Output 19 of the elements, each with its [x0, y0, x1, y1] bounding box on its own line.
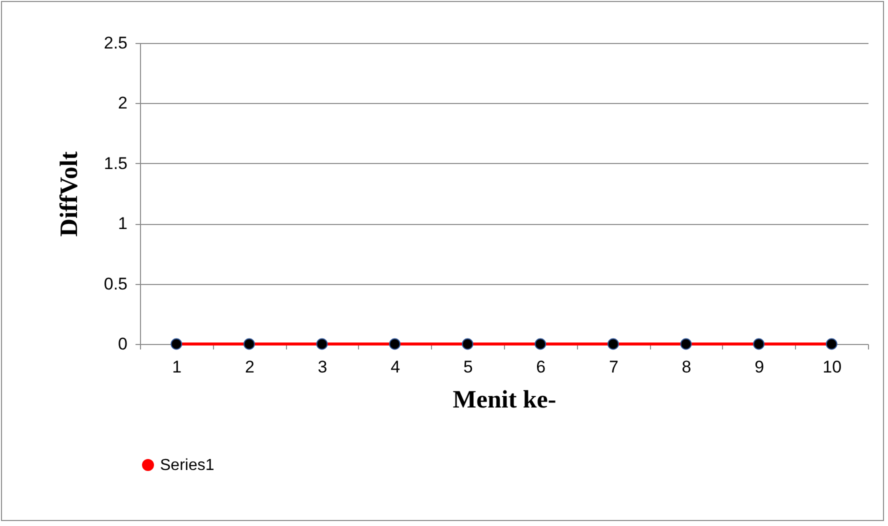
legend-label: Series1 [160, 457, 214, 474]
y-axis-title: DiffVolt [56, 150, 83, 237]
x-tick-label: 5 [463, 358, 473, 376]
x-tick-label: 6 [536, 358, 546, 376]
y-tick-label: 1 [118, 214, 128, 234]
x-tick-label: 7 [608, 358, 618, 376]
x-tick-label: 3 [318, 358, 328, 376]
x-axis-title: Menit ke- [452, 386, 556, 414]
x-tick-label: 9 [754, 358, 764, 376]
y-tick-label: 2.5 [104, 34, 128, 52]
y-tick-label: 0 [118, 334, 128, 354]
x-tick-label: 1 [172, 358, 182, 376]
x-tick-label: 8 [682, 358, 692, 376]
x-tick-label: 10 [822, 358, 842, 376]
x-tick-label: 2 [244, 358, 254, 376]
x-tick-label: 4 [390, 358, 400, 376]
y-tick-label: 2 [118, 94, 128, 113]
y-tick-label: 1.5 [104, 154, 128, 173]
y-tick-label: 0.5 [104, 274, 128, 294]
